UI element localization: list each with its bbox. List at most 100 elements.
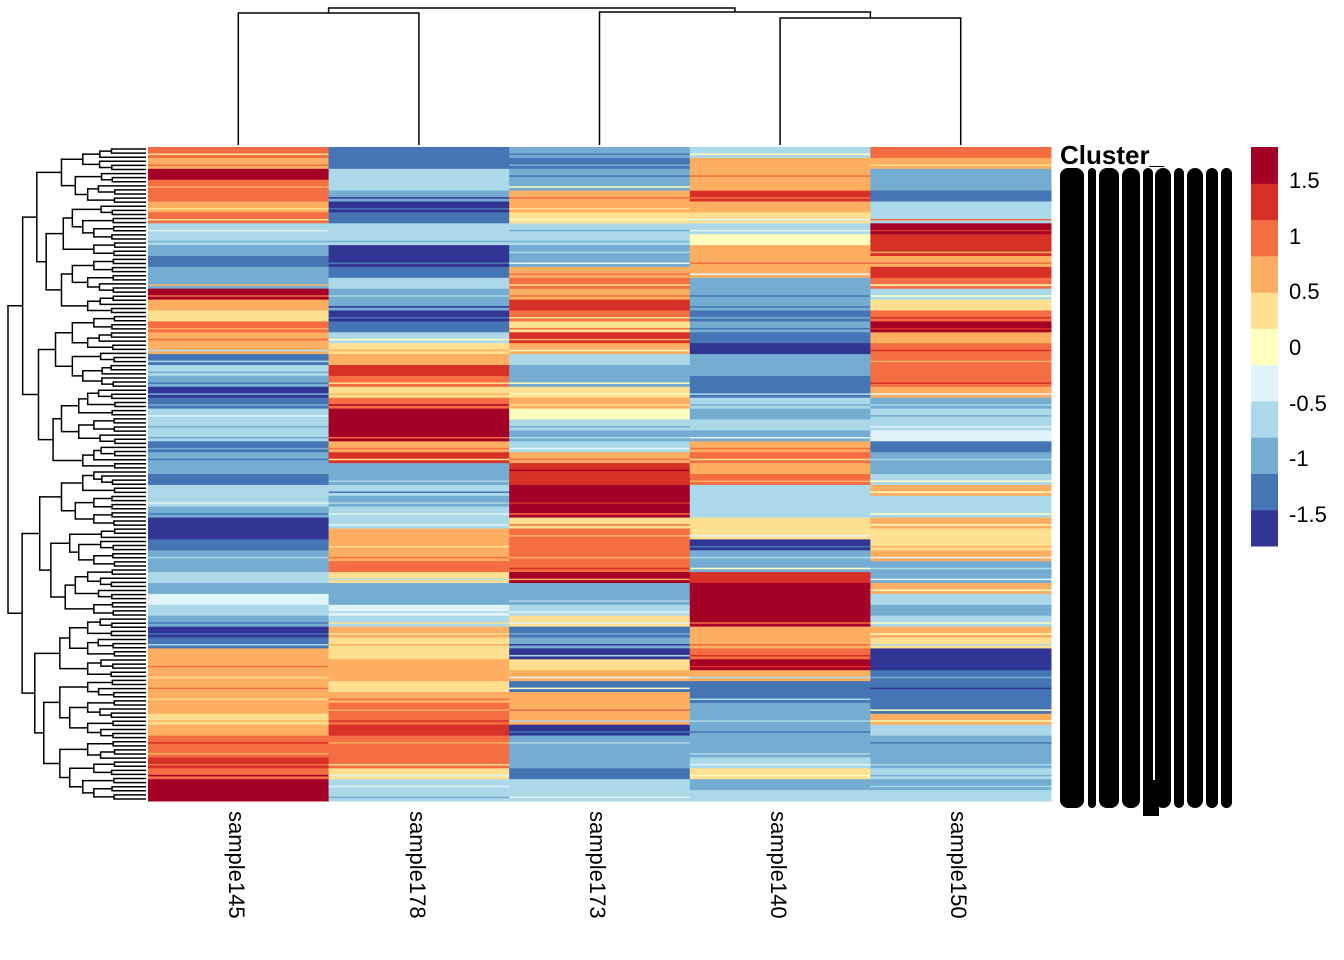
heatmap-cell (509, 288, 691, 301)
heatmap-cell (148, 147, 330, 159)
heatmap-cell-stripe (328, 251, 510, 254)
heatmap-cell (148, 572, 330, 584)
heatmap-cell-stripe (870, 774, 1052, 777)
heatmap-cell-stripe (870, 153, 1052, 156)
heatmap-cell (689, 659, 871, 671)
heatmap-cell (870, 593, 1052, 606)
heatmap-cell-stripe (328, 208, 510, 210)
heatmap-cell (689, 702, 871, 715)
heatmap-cell-stripe (328, 338, 510, 341)
heatmap-cell-stripe (328, 317, 510, 319)
heatmap-cell-stripe (148, 458, 330, 461)
heatmap-cell (148, 539, 330, 551)
heatmap-cell-stripe (689, 208, 871, 210)
heatmap-cell (870, 343, 1052, 355)
heatmap-cell-stripe (509, 153, 691, 156)
column-dendrogram (237, 7, 962, 145)
heatmap-cell (870, 692, 1052, 704)
heatmap-cell (509, 201, 691, 213)
dendrogram-branch (101, 377, 146, 385)
heatmap-cell-stripe (509, 480, 691, 483)
heatmap-cell (689, 648, 871, 660)
heatmap-cell-stripe (689, 273, 871, 275)
heatmap-cell (689, 670, 871, 682)
heatmap-cell-stripe (870, 360, 1052, 363)
heatmap-cell-stripe (328, 164, 510, 166)
heatmap-cell (148, 561, 330, 573)
heatmap-cell-stripe (148, 393, 330, 395)
heatmap-cell-stripe (689, 774, 871, 777)
dendrogram-branch (59, 637, 88, 670)
heatmap-cell-stripe (148, 306, 330, 308)
heatmap-cell (689, 484, 871, 497)
heatmap-cell (870, 539, 1052, 551)
heatmap-cell-stripe (689, 676, 871, 679)
heatmap-cell (328, 256, 510, 268)
dendrogram-branch (93, 497, 113, 508)
heatmap-cell-stripe (509, 338, 691, 341)
dendrogram-branch (113, 691, 146, 698)
heatmap-cell-stripe (870, 404, 1052, 406)
heatmap-cell-stripe (870, 218, 1052, 221)
heatmap-cell (509, 583, 691, 595)
heatmap-cell-stripe (148, 382, 330, 384)
dendrogram-branch (111, 593, 146, 600)
heatmap-cell (148, 223, 330, 235)
heatmap-cell-stripe (148, 284, 330, 286)
heatmap-cell (509, 277, 691, 290)
heatmap-cell (328, 528, 510, 540)
heatmap-cell-stripe (148, 480, 330, 483)
heatmap-cell-stripe (509, 447, 691, 450)
heatmap-cell (148, 321, 330, 333)
heatmap-cell-stripe (870, 567, 1052, 570)
heatmap-cell (328, 583, 510, 595)
dendrogram-branch (97, 389, 146, 398)
dendrogram-branch (98, 334, 146, 342)
legend-swatch (1251, 183, 1278, 221)
heatmap-cell (328, 147, 510, 159)
heatmap-cell-stripe (870, 436, 1052, 439)
heatmap-cell (148, 168, 330, 181)
heatmap-cell (148, 190, 330, 202)
heatmap-cell (509, 692, 691, 704)
heatmap-cell (509, 147, 691, 159)
heatmap-cell-stripe (509, 785, 691, 788)
heatmap-cell (148, 256, 330, 268)
legend-tick-label: 0 (1289, 335, 1301, 360)
dendrogram-branch (100, 659, 146, 667)
heatmap-cell (509, 321, 691, 333)
dendrogram-branch (113, 463, 146, 469)
heatmap-cell-stripe (689, 197, 871, 199)
heatmap-cell-stripe (689, 589, 871, 592)
heatmap-cell-stripe (689, 524, 871, 526)
heatmap-cell-stripe (689, 218, 871, 221)
heatmap-cell (509, 637, 691, 649)
dendrogram-branch (113, 426, 146, 432)
heatmap-cell-stripe (689, 164, 871, 166)
heatmap-cell-stripe (870, 317, 1052, 319)
heatmap-cell (689, 768, 871, 780)
dendrogram-branch (60, 273, 88, 307)
heatmap-cell-stripe (509, 175, 691, 177)
heatmap-cell (870, 735, 1052, 747)
heatmap-cell-stripe (689, 578, 871, 581)
heatmap-cell-stripe (689, 535, 871, 537)
heatmap-cell-stripe (509, 317, 691, 319)
dendrogram-branch (114, 450, 146, 457)
heatmap-cell (328, 561, 510, 573)
dendrogram-branch (113, 242, 146, 248)
heatmap-cell (689, 615, 871, 628)
dendrogram-branch (113, 356, 146, 363)
heatmap-cell (509, 790, 691, 802)
heatmap-cell-stripe (509, 676, 691, 679)
heatmap-cell (870, 561, 1052, 573)
heatmap-cell-stripe (870, 665, 1052, 668)
heatmap-cell-stripe (689, 742, 871, 744)
dendrogram-branch (86, 188, 115, 201)
heatmap-cell (328, 626, 510, 638)
heatmap-cell (689, 397, 871, 410)
row-label-stroke (1206, 168, 1218, 808)
dendrogram-branch (68, 533, 102, 553)
dendrogram-branch (71, 322, 94, 344)
heatmap-cell (870, 179, 1052, 192)
